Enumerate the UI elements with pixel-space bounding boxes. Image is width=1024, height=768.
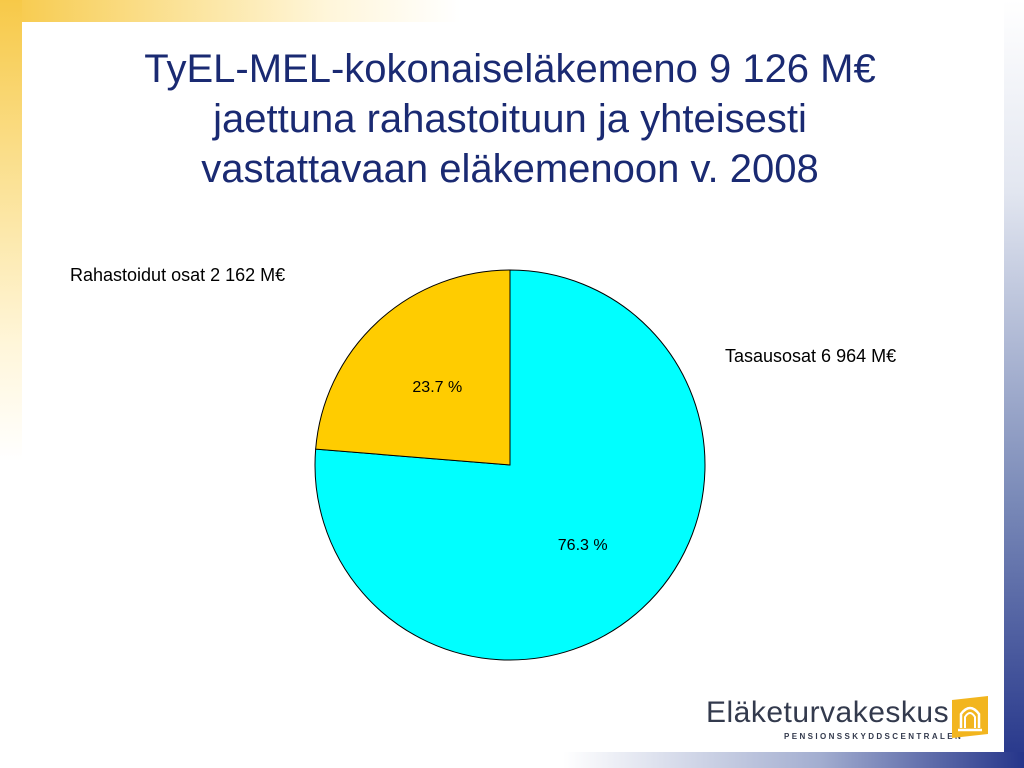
- logo-emblem-icon: [952, 696, 988, 738]
- slice-pct-label-rahastoidut: 23.7 %: [412, 379, 462, 396]
- slice-name-rahastoidut: Rahastoidut osat 2 162 M€: [70, 265, 286, 285]
- slice-name-tasausosat: Tasausosat 6 964 M€: [725, 346, 897, 366]
- chart-title-line-3: vastattavaan eläkemenoon v. 2008: [201, 147, 819, 191]
- chart-title-line-2: jaettuna rahastoituun ja yhteisesti: [213, 97, 807, 141]
- background-bottom-band: [0, 752, 1024, 768]
- chart-title: TyEL-MEL-kokonaiseläkemeno 9 126 M€ jaet…: [40, 44, 980, 194]
- background-right-band: [1004, 0, 1024, 768]
- slice-tasausosat: [314, 269, 706, 661]
- background-left-band: [0, 0, 22, 768]
- logo-subtitle: PENSIONSSKYDDSCENTRALEN: [784, 732, 964, 741]
- logo-name: Eläketurvakeskus: [706, 696, 950, 729]
- logo: Eläketurvakeskus PENSIONSSKYDDSCENTRALEN: [700, 692, 1000, 752]
- background-top-band: [0, 0, 1024, 22]
- slice-pct-label-tasausosat: 76.3 %: [558, 537, 608, 554]
- chart-title-line-1: TyEL-MEL-kokonaiseläkemeno 9 126 M€: [144, 47, 876, 91]
- slice-rahastoidut: [315, 269, 511, 466]
